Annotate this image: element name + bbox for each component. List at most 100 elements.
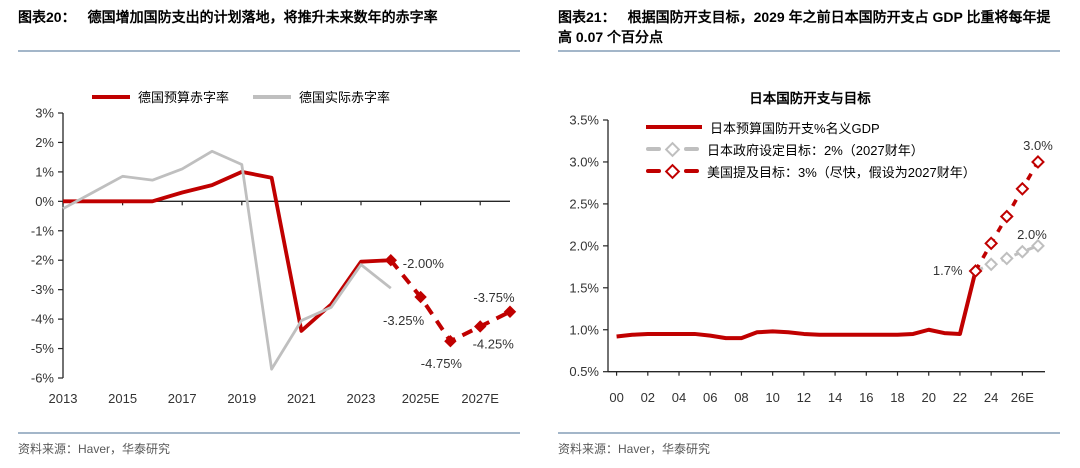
x-tick-label: 22 (953, 390, 967, 405)
y-tick-label: 1% (35, 164, 54, 179)
x-tick-label: 14 (828, 390, 842, 405)
y-tick-label: -4% (31, 312, 55, 327)
diamond-marker-icon (664, 163, 681, 179)
figure-21-source: 资料来源：Haver，华泰研究 (558, 432, 1060, 457)
legend-label: 日本预算国防开支%名义GDP (710, 120, 880, 136)
dash-sample-icon (646, 169, 661, 173)
figure-20-chart-area: 3% 2% 1% 0% -1% -2% -3% -4% -5% -6% 2013 2015 2017 20… (0, 52, 540, 412)
figure-21-id: 图表21： (558, 9, 616, 25)
y-tick-label: 0.5% (569, 364, 599, 379)
point-label: 1.7% (933, 263, 963, 278)
y-tick-label: 2.0% (569, 238, 599, 253)
figure-21-panel: 图表21： 根据国防开支目标，2029 年之前日本国防开支占 GDP 比重将每年提… (540, 0, 1080, 468)
diamond-marker-icon (473, 320, 487, 333)
legend-line-sample (253, 94, 292, 99)
legend-item: 美国提及目标：3%（尽快，假设为2027财年） (646, 160, 976, 182)
line-sample-icon (646, 125, 702, 129)
figure-20-source: 资料来源：Haver，华泰研究 (18, 432, 520, 457)
y-tick-label: -5% (31, 341, 55, 356)
japan-defense-line-chart: 3.5% 3.0% 2.5% 2.0% 1.5% 1.0% 0.5% 00 02 04 06 08 10… (569, 113, 1053, 406)
x-tick-label: 2017 (168, 391, 197, 406)
diamond-marker-icon (984, 236, 999, 251)
point-label: -4.25% (473, 336, 515, 351)
y-tick-label: 1.5% (569, 280, 599, 295)
legend-item: 日本政府设定目标：2%（2027财年） (646, 138, 976, 160)
line-sample-icon (92, 94, 130, 99)
y-tick-label: 2.5% (569, 196, 599, 211)
x-tick-label: 12 (797, 390, 811, 405)
x-tick-label: 08 (734, 390, 748, 405)
series-line-0 (63, 169, 391, 333)
diamond-marker-icon (1031, 155, 1045, 169)
legend-dash-diamond-sample (646, 163, 699, 179)
y-tick-label: -2% (31, 253, 55, 268)
x-tick-label: 18 (890, 390, 904, 405)
figure-21-caption: 图表21： 根据国防开支目标，2029 年之前日本国防开支占 GDP 比重将每年提… (558, 0, 1060, 52)
y-tick-label: 2% (35, 135, 54, 150)
diamond-marker-icon (414, 290, 427, 304)
x-tick-label: 2027E (461, 391, 499, 406)
x-tick-label: 2019 (227, 391, 256, 406)
diamond-marker-icon (999, 251, 1014, 266)
x-tick-label: 2013 (49, 391, 78, 406)
y-tick-label: -3% (31, 282, 55, 297)
x-tick-label: 24 (984, 390, 998, 405)
legend-line-sample (646, 125, 702, 129)
y-tick-label: -1% (31, 223, 55, 238)
figure-20-id: 图表20： (18, 9, 76, 25)
y-tick-label: 0% (35, 194, 54, 209)
point-label: -4.75% (421, 356, 463, 371)
point-label: 2.0% (1017, 227, 1047, 242)
dash-sample-icon (646, 147, 661, 151)
x-tick-label: 2015 (108, 391, 137, 406)
diamond-marker-icon (984, 257, 999, 272)
x-tick-label: 20 (921, 390, 935, 405)
figure-20-title-text: 德国增加国防支出的计划落地，将推升未来数年的赤字率 (87, 9, 438, 25)
point-label: 3.0% (1023, 138, 1053, 153)
dash-sample-icon (684, 169, 699, 173)
diamond-marker-icon (968, 264, 983, 278)
legend-label: 德国预算赤字率 (138, 90, 230, 105)
figure-21-title-text: 根据国防开支目标，2029 年之前日本国防开支占 GDP 比重将每年提高 0.0… (558, 9, 1051, 46)
x-tick-label: 10 (765, 390, 779, 405)
figure-20-caption: 图表20： 德国增加国防支出的计划落地，将推升未来数年的赤字率 (18, 0, 520, 52)
point-label: -2.00% (403, 256, 445, 271)
figure-20-legend: 德国预算赤字率 德国实际赤字率 (92, 87, 390, 106)
series-line-1 (62, 149, 392, 371)
figure-20-panel: 图表20： 德国增加国防支出的计划落地，将推升未来数年的赤字率 3% 2% 1% 0% -… (0, 0, 540, 457)
legend-item: 德国实际赤字率 (253, 87, 390, 106)
x-tick-label: 00 (609, 390, 623, 405)
legend-line-sample (92, 94, 130, 99)
diamond-marker-icon (384, 254, 398, 267)
y-tick-label: 1.0% (569, 322, 599, 337)
x-tick-label: 2021 (287, 391, 316, 406)
x-tick-label: 2025E (402, 391, 440, 406)
figure-21-legend: 日本预算国防开支%名义GDP 日本政府设定目标：2%（2027财年） 美国提及目标：… (646, 116, 976, 182)
line-sample-icon (253, 94, 292, 99)
legend-label: 美国提及目标：3%（尽快，假设为2027财年） (707, 164, 976, 180)
diamond-marker-icon (503, 305, 517, 318)
diamond-marker-icon (999, 209, 1014, 224)
x-tick-label: 2023 (347, 391, 376, 406)
x-tick-label: 26E (1011, 390, 1034, 405)
diamond-marker-icon (1031, 238, 1045, 253)
y-tick-label: 3.0% (569, 154, 599, 169)
dash-sample-icon (684, 147, 699, 151)
x-tick-label: 16 (859, 390, 873, 405)
x-tick-label: 02 (641, 390, 655, 405)
figure-21-chart-area: 3.5% 3.0% 2.5% 2.0% 1.5% 1.0% 0.5% 00 02 04 06 08 10… (540, 52, 1080, 412)
diamond-marker-icon (1015, 181, 1030, 196)
diamond-marker-icon (664, 141, 681, 157)
germany-deficit-line-chart: 3% 2% 1% 0% -1% -2% -3% -4% -5% -6% 2013 2015 2017 20… (31, 106, 517, 406)
legend-item: 德国预算赤字率 (92, 87, 229, 106)
legend-label: 德国实际赤字率 (299, 90, 391, 105)
y-tick-label: 3% (35, 106, 54, 121)
y-tick-label: -6% (31, 371, 55, 386)
diamond-marker-icon (444, 334, 457, 348)
point-label: -3.75% (473, 290, 515, 305)
series-line-0 (616, 270, 978, 341)
x-tick-label: 04 (672, 390, 686, 405)
diamond-marker-icon (1015, 244, 1030, 259)
x-tick-label: 06 (703, 390, 717, 405)
